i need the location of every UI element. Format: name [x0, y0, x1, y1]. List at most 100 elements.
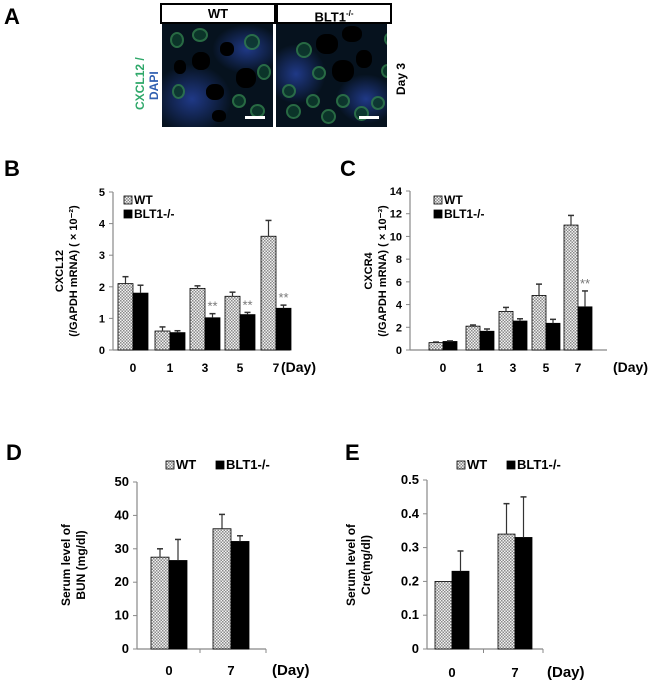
significance-marker: ** — [242, 297, 252, 312]
legend-label-blt1: BLT1-/- — [134, 207, 174, 221]
bar-blt1-day-1 — [169, 332, 186, 351]
x-tick-label: 1 — [167, 361, 174, 375]
panel-b-letter: B — [4, 156, 20, 181]
header-blt1-sup: -/- — [345, 9, 354, 18]
bar-wt-day-1 — [465, 325, 481, 351]
y-axis-label: CXCR4 (/GAPDH mRNA) ( × 10⁻³) — [363, 205, 389, 337]
bar-wt-day-0 — [150, 556, 170, 650]
y-tick-label: 0 — [122, 641, 129, 656]
bar-wt-day-7 — [563, 224, 579, 351]
legend-swatch-wt — [165, 460, 175, 470]
x-tick-label: 5 — [543, 361, 550, 375]
bar-blt1-day-7 — [230, 541, 250, 650]
x-tick-label: 1 — [477, 361, 484, 375]
bar-wt-day-7 — [212, 528, 232, 650]
legend: WT BLT1-/- — [456, 457, 561, 472]
y-tick-label: 30 — [115, 541, 129, 556]
bar-blt1-day-3 — [512, 320, 528, 351]
y-tick-label: 12 — [390, 209, 402, 221]
bar-blt1-day-3 — [204, 317, 221, 351]
y-axis-label: Serum level ofBUN (mg/dl) — [59, 523, 88, 606]
legend-label-blt1: BLT1-/- — [517, 457, 561, 472]
x-axis-label: (Day) — [272, 662, 310, 679]
scale-bar-blt1 — [359, 116, 379, 119]
legend-swatch-blt1 — [433, 209, 443, 219]
legend-swatch-wt — [456, 460, 466, 470]
legend: WT BLT1-/- — [165, 457, 270, 472]
bar-wt-day-7 — [497, 533, 516, 650]
chart-c-cxcr4: 0 2 4 6 8 10 12 14 0 1 3 5 7 ** (Day) CXCR4 (/GAPDH mRNA… — [363, 186, 648, 375]
legend-label-wt: WT — [176, 457, 196, 472]
x-axis-label: (Day) — [613, 359, 648, 375]
y-tick-label: 14 — [390, 186, 403, 198]
y-tick-label: 2 — [99, 282, 105, 294]
y-tick-label: 10 — [115, 608, 129, 623]
legend-label-wt: WT — [467, 457, 487, 472]
bar-blt1-day-7 — [577, 306, 593, 351]
bar-wt-day-5 — [224, 295, 241, 351]
y-tick-label: 8 — [396, 254, 402, 266]
bar-wt-day-0 — [428, 342, 444, 351]
x-tick-label: 7 — [575, 361, 582, 375]
bar-blt1-day-7 — [514, 537, 533, 650]
bar-blt1-day-0 — [168, 560, 188, 650]
y-tick-label: 0 — [396, 345, 402, 357]
y-tick-label: 0.4 — [401, 506, 420, 521]
legend-swatch-blt1 — [215, 460, 225, 470]
scale-bar-wt — [245, 116, 265, 119]
y-tick-label: 0.1 — [401, 607, 419, 622]
x-tick-label: 0 — [165, 663, 172, 678]
legend-label-blt1: BLT1-/- — [226, 457, 270, 472]
y-tick-label: 2 — [396, 322, 402, 334]
bar-wt-day-0 — [117, 283, 134, 351]
significance-marker: ** — [207, 299, 217, 314]
y-tick-label: 0 — [412, 641, 419, 656]
legend-swatch-wt — [123, 195, 133, 205]
y-tick-label: 5 — [99, 187, 105, 199]
bar-wt-day-0 — [434, 581, 453, 650]
y-tick-label: 0.3 — [401, 540, 419, 555]
x-axis-label: (Day) — [547, 664, 585, 681]
legend-swatch-wt — [433, 195, 443, 205]
x-tick-label: 7 — [227, 663, 234, 678]
y-tick-label: 4 — [99, 219, 106, 231]
x-tick-label: 0 — [448, 665, 455, 680]
bar-wt-day-3 — [498, 310, 514, 351]
bar-wt-day-7 — [260, 235, 277, 351]
bar-wt-day-5 — [531, 295, 547, 351]
bar-blt1-day-1 — [479, 330, 495, 351]
bar-blt1-day-7 — [275, 307, 292, 351]
chart-b-cxcl12: 0 1 2 3 4 5 0 1 3 5 7 ** ** ** (Day) CXCL12 (/GAPDH mRNA… — [54, 187, 316, 375]
bar-blt1-day-0 — [451, 570, 470, 650]
legend-label-wt: WT — [134, 193, 153, 207]
y-tick-label: 4 — [396, 300, 403, 312]
panel-c-letter: C — [340, 156, 356, 181]
y-tick-label: 50 — [115, 474, 129, 489]
significance-marker: ** — [278, 290, 288, 305]
bar-blt1-day-5 — [545, 322, 561, 351]
bar-blt1-day-5 — [239, 314, 256, 351]
bar-wt-day-3 — [189, 287, 206, 351]
panel-e-letter: E — [345, 440, 360, 465]
y-axis-label: Serum level ofCre(mg/dl) — [344, 523, 373, 606]
header-wt-label: WT — [207, 6, 229, 21]
x-tick-label: 0 — [130, 361, 137, 375]
y-tick-label: 0.2 — [401, 573, 419, 588]
legend-swatch-blt1 — [506, 460, 516, 470]
x-tick-label: 3 — [510, 361, 517, 375]
micrograph-wt — [162, 24, 273, 127]
bar-wt-day-1 — [154, 330, 171, 351]
y-tick-label: 1 — [99, 313, 105, 325]
y-tick-label: 10 — [390, 231, 402, 243]
x-tick-label: 3 — [202, 361, 209, 375]
x-tick-label: 7 — [273, 361, 280, 375]
significance-marker: ** — [580, 276, 590, 291]
y-tick-label: 3 — [99, 250, 105, 262]
x-tick-label: 5 — [237, 361, 244, 375]
header-blt1: BLT1-/- — [276, 3, 392, 24]
x-axis-label: (Day) — [281, 359, 316, 375]
chart-e-cre: 0 0.1 0.2 0.3 0.4 0.5 0 7 (Day) Serum level ofCre… — [344, 457, 585, 681]
